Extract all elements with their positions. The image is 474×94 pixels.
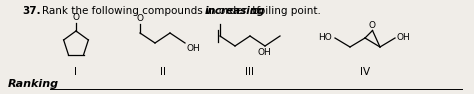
Text: IV: IV <box>360 67 370 77</box>
Text: O: O <box>137 14 144 23</box>
Text: Ranking: Ranking <box>8 79 59 89</box>
Text: OH: OH <box>187 44 201 53</box>
Text: OH: OH <box>397 33 411 41</box>
Text: boiling point.: boiling point. <box>249 6 321 16</box>
Text: II: II <box>160 67 166 77</box>
Text: O: O <box>73 13 80 22</box>
Text: increasing: increasing <box>205 6 265 16</box>
Text: I: I <box>74 67 78 77</box>
Text: 37.: 37. <box>22 6 41 16</box>
Text: HO: HO <box>318 33 332 41</box>
Text: Rank the following compounds in order of: Rank the following compounds in order of <box>42 6 264 16</box>
Text: III: III <box>246 67 255 77</box>
Text: OH: OH <box>257 48 271 57</box>
Text: O: O <box>369 20 376 30</box>
